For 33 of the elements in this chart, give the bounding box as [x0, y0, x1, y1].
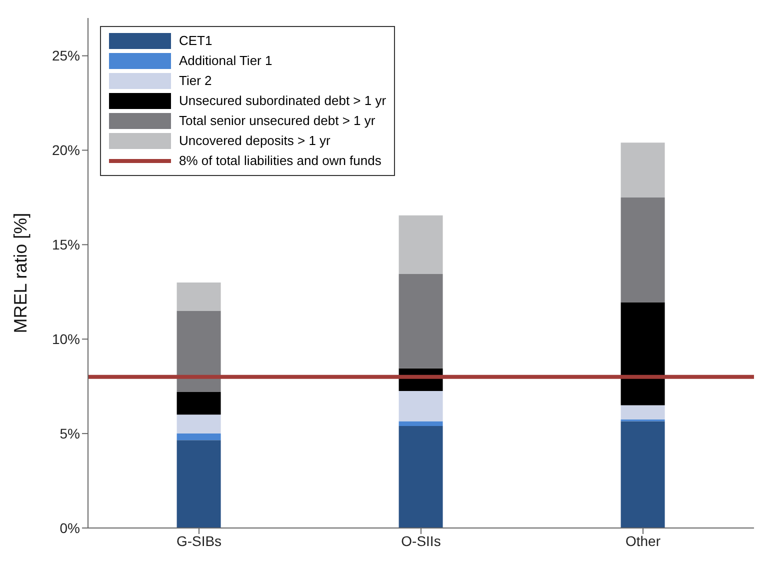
- y-tick-label: 25%: [52, 48, 80, 64]
- legend-label: Total senior unsecured debt > 1 yr: [179, 112, 376, 130]
- bar: [176, 440, 221, 528]
- y-tick-label: 0%: [60, 520, 80, 536]
- legend-label: 8% of total liabilities and own funds: [179, 152, 382, 170]
- legend-label: Uncovered deposits > 1 yr: [179, 132, 330, 150]
- bar: [620, 197, 665, 302]
- x-tick-label: G-SIBs: [176, 532, 222, 549]
- y-tick-label: 5%: [60, 426, 80, 442]
- bar: [176, 414, 221, 434]
- bar: [620, 421, 665, 528]
- bar: [176, 434, 221, 440]
- legend-label: CET1: [179, 32, 212, 50]
- bar: [398, 215, 443, 274]
- bar: [176, 310, 221, 392]
- y-axis-title: MREL ratio [%]: [10, 212, 30, 334]
- bar: [620, 302, 665, 406]
- bar: [398, 426, 443, 528]
- bar: [620, 142, 665, 198]
- y-tick-label: 15%: [52, 236, 80, 253]
- x-tick-label: Other: [625, 532, 661, 549]
- legend-label: Unsecured subordinated debt > 1 yr: [179, 92, 386, 110]
- legend-label: Additional Tier 1: [179, 52, 272, 70]
- x-tick-label: O-SIIs: [401, 532, 441, 549]
- y-tick-label: 20%: [52, 142, 80, 158]
- bar: [620, 405, 665, 420]
- bar: [398, 421, 443, 426]
- bar: [398, 274, 443, 368]
- bar: [398, 391, 443, 422]
- legend-label: Tier 2: [179, 72, 212, 90]
- bar: [176, 392, 221, 415]
- bar: [176, 282, 221, 311]
- y-tick-label: 10%: [52, 331, 80, 348]
